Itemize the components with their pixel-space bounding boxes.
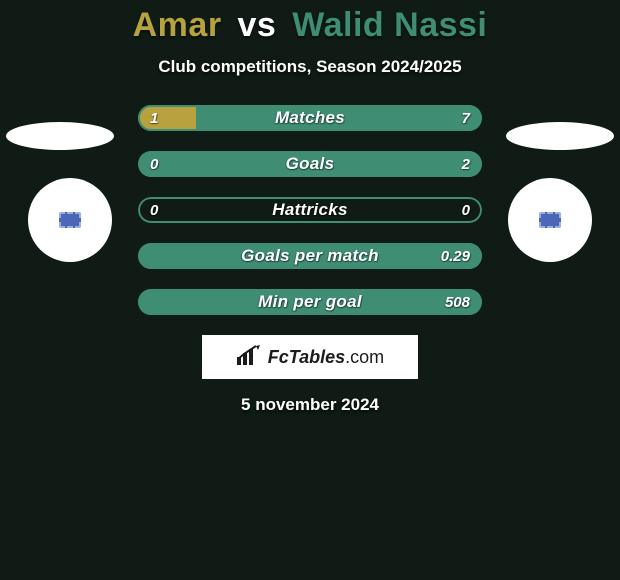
date-text: 5 november 2024 xyxy=(0,395,620,415)
subtitle: Club competitions, Season 2024/2025 xyxy=(0,57,620,77)
avatar-placeholder-left xyxy=(6,122,114,150)
stage: Amar vs Walid Nassi Club competitions, S… xyxy=(0,0,620,580)
page-title: Amar vs Walid Nassi xyxy=(0,0,620,45)
image-placeholder-icon xyxy=(59,212,81,228)
image-placeholder-icon xyxy=(539,212,561,228)
stat-label: Goals xyxy=(138,151,482,177)
brand-text: FcTables.com xyxy=(268,347,384,368)
stat-label: Matches xyxy=(138,105,482,131)
brand-text-bold: FcTables xyxy=(268,347,345,367)
stat-label: Goals per match xyxy=(138,243,482,269)
brand-bars-icon xyxy=(236,345,262,370)
stat-label: Min per goal xyxy=(138,289,482,315)
stat-row: 508Min per goal xyxy=(138,289,482,315)
brand-text-rest: .com xyxy=(345,347,384,367)
brand-box: FcTables.com xyxy=(202,335,418,379)
stat-row: 02Goals xyxy=(138,151,482,177)
stat-row: 0.29Goals per match xyxy=(138,243,482,269)
player-left-name: Amar xyxy=(133,6,222,44)
vs-text: vs xyxy=(238,6,277,44)
stat-row: 17Matches xyxy=(138,105,482,131)
player-right-name: Walid Nassi xyxy=(292,6,487,44)
stat-label: Hattricks xyxy=(138,197,482,223)
stat-row: 00Hattricks xyxy=(138,197,482,223)
club-badge-left xyxy=(28,178,112,262)
avatar-placeholder-right xyxy=(506,122,614,150)
club-badge-right xyxy=(508,178,592,262)
